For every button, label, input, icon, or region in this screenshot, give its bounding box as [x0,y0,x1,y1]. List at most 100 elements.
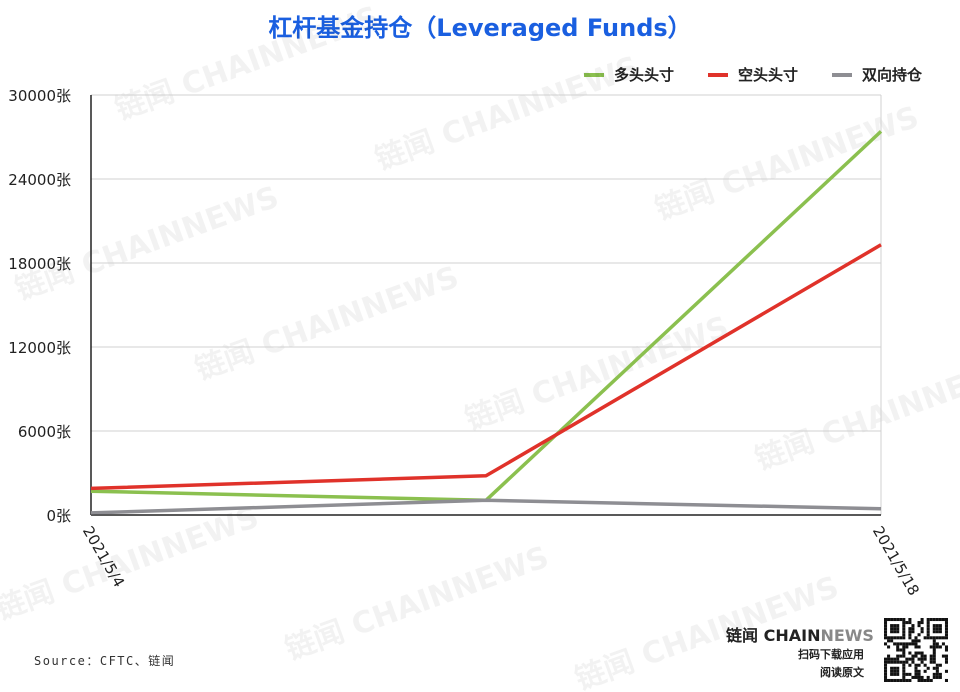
qr-module [896,648,900,652]
x-tick-label: 2021/5/18 [869,523,923,599]
qr-module [896,660,900,664]
qr-module [932,627,936,631]
qr-module [917,633,921,637]
qr-module [887,654,891,658]
qr-module [911,624,915,628]
qr-module [902,630,906,634]
qr-module [938,630,942,634]
qr-module [908,633,912,637]
qr-module [935,618,939,622]
qr-module [899,660,903,664]
qr-module [917,657,921,661]
qr-module [896,636,900,640]
qr-module [908,627,912,631]
qr-module [899,642,903,646]
qr-module [884,627,888,631]
qr-module [920,654,924,658]
qr-module [884,630,888,634]
watermark: 链闻 CHAINNEWS [751,350,960,478]
qr-module [914,645,918,649]
qr-module [893,636,897,640]
qr-module [932,630,936,634]
qr-module [884,663,888,667]
qr-module [944,678,948,682]
qr-module [932,654,936,658]
source-note: Source：CFTC、链闻 [34,654,176,668]
watermark: 链闻 CHAINNEWS [191,260,464,388]
qr-module [935,645,939,649]
qr-module [902,660,906,664]
qr-module [890,624,894,628]
watermark: 链闻 CHAINNEWS [371,50,644,178]
qr-module [890,666,894,670]
qr-module [884,642,888,646]
qr-module [884,660,888,664]
qr-module [929,657,933,661]
qr-module [917,651,921,655]
series-line-1 [90,243,882,491]
qr-module [905,621,909,625]
qr-module [944,657,948,661]
qr-module [890,636,894,640]
qr-module [902,627,906,631]
watermark: 链闻 CHAINNEWS [111,0,384,128]
qr-module [902,621,906,625]
qr-module [932,639,936,643]
qr-module [920,618,924,622]
qr-module [887,660,891,664]
qr-module [902,648,906,652]
qr-module [893,657,897,661]
series-line-2 [90,498,882,515]
qr-module [920,630,924,634]
qr-module [935,666,939,670]
qr-module [911,642,915,646]
y-tick-label: 6000张 [18,423,71,441]
qr-module [923,636,927,640]
qr-module [908,621,912,625]
qr-module [932,657,936,661]
qr-module [902,633,906,637]
qr-module [890,672,894,676]
qr-module [929,645,933,649]
qr-module [938,627,942,631]
qr-module [887,636,891,640]
qr-module [932,651,936,655]
qr-module [911,654,915,658]
qr-module [887,618,891,622]
qr-module [908,651,912,655]
qr-module [935,675,939,679]
qr-module [896,630,900,634]
qr-module [932,675,936,679]
qr-module [899,618,903,622]
qr-module [926,621,930,625]
qr-module [926,666,930,670]
qr-module [944,636,948,640]
brand-chain: CHAIN [763,626,821,645]
qr-module [926,627,930,631]
qr-module [914,654,918,658]
qr-module [896,678,900,682]
qr-module [902,663,906,667]
qr-code[interactable] [884,618,948,682]
qr-module [899,678,903,682]
qr-module [902,666,906,670]
qr-module [917,678,921,682]
qr-module [920,660,924,664]
qr-module [926,678,930,682]
qr-module [887,657,891,661]
qr-module [932,648,936,652]
legend-item-long: 多头头寸 [583,64,674,85]
qr-module [944,627,948,631]
qr-module [902,624,906,628]
qr-module [884,621,888,625]
qr-module [938,636,942,640]
qr-module [932,666,936,670]
qr-module [896,624,900,628]
qr-module [890,669,894,673]
qr-module [920,657,924,661]
qr-module [884,657,888,661]
qr-module [893,642,897,646]
qr-module [905,678,909,682]
qr-module [908,618,912,622]
